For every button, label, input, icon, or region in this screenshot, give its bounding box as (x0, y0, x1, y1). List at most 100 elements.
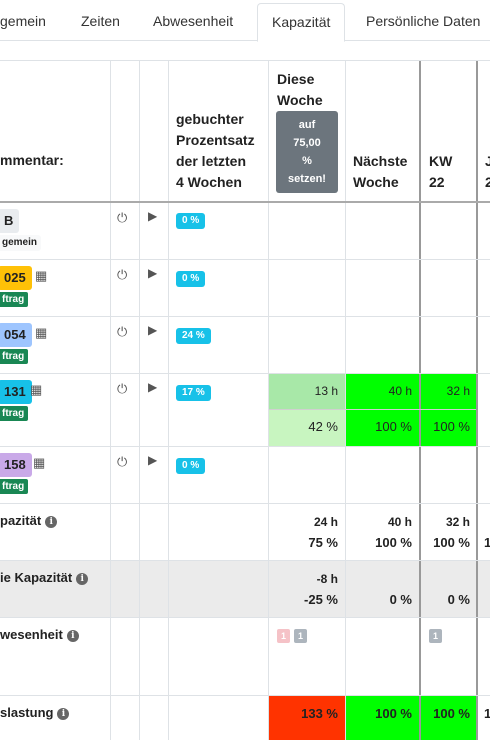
percent-value: 75 % (308, 535, 338, 550)
expand-arrow-icon[interactable]: ▶ (148, 453, 158, 467)
row-divider (0, 503, 490, 504)
hours-value: 40 h (388, 384, 412, 398)
project-type: ftrag (0, 349, 29, 364)
tab-kapazitaet[interactable]: Kapazität (257, 3, 346, 42)
row-divider (0, 446, 490, 447)
project-code: 158 (0, 453, 32, 477)
hours-value: 32 h (446, 384, 470, 398)
percent-value: 42 % (308, 419, 338, 434)
abwesenheit-label: wesenheit i (0, 627, 79, 642)
info-icon[interactable]: i (57, 708, 70, 720)
expand-arrow-icon[interactable]: ▶ (148, 266, 158, 280)
header-line: Prozentsatz (176, 132, 255, 148)
auslastung-label: slastung i (0, 705, 70, 720)
header-line: Nächste (353, 153, 408, 169)
percent-value: 0 % (389, 592, 412, 607)
cell-bg (346, 696, 419, 740)
header-line: 22 (429, 174, 445, 190)
percent-value: 100 % (375, 535, 412, 550)
freie-label-text: ie Kapazität (0, 570, 73, 585)
row-divider (0, 617, 490, 618)
power-icon[interactable]: ⏻ (117, 454, 128, 469)
percent-value: -25 % (304, 592, 338, 607)
power-icon[interactable]: ⏻ (117, 210, 128, 225)
col-divider (345, 60, 346, 740)
expand-arrow-icon[interactable]: ▶ (148, 380, 158, 394)
tab-allgemein[interactable]: gemein (0, 13, 46, 29)
power-icon[interactable]: ⏻ (117, 324, 128, 339)
percent-badge: 0 % (176, 213, 206, 229)
info-icon[interactable]: i (66, 630, 79, 642)
header-diese-woche: Diese Woche (277, 69, 323, 111)
col-divider (268, 60, 269, 740)
percent-value: 100 % (433, 419, 470, 434)
project-code: 054 (0, 323, 32, 347)
project-type: gemein (0, 235, 42, 251)
shade-freie (0, 560, 490, 617)
hours-value: 13 h (314, 384, 338, 398)
absence-badge: 1 (429, 629, 443, 643)
absence-badge: 1 (277, 629, 291, 643)
tab-bar: gemein Zeiten Abwesenheit Kapazität Pers… (0, 0, 490, 42)
expand-arrow-icon[interactable]: ▶ (148, 209, 158, 223)
percent-value: 100 % (433, 706, 470, 721)
calendar-icon[interactable]: ▦ (33, 455, 46, 470)
project-code: 025 (0, 266, 32, 290)
header-next-column: J 2 (485, 151, 490, 193)
header-prozentsatz: gebuchter Prozentsatz der letzten 4 Woch… (176, 109, 255, 193)
header-line: gebuchter (176, 111, 244, 127)
capacity-table: mmentar: gebuchter Prozentsatz der letzt… (0, 60, 490, 740)
button-line: % (302, 155, 312, 167)
calendar-icon[interactable]: ▦ (35, 325, 48, 340)
col-divider (139, 60, 140, 740)
tab-abwesenheit[interactable]: Abwesenheit (153, 13, 234, 29)
set-capacity-button[interactable]: auf 75,00 % setzen! (276, 111, 338, 193)
percent-value: 100 % (375, 419, 412, 434)
project-code: 131 (0, 380, 32, 404)
header-line: Diese (277, 71, 315, 87)
calendar-icon[interactable]: ▦ (35, 268, 48, 283)
header-line: Woche (353, 174, 399, 190)
abwesenheit-label-text: wesenheit (0, 627, 63, 642)
absence-badge: 1 (294, 629, 308, 643)
info-icon[interactable]: i (45, 516, 58, 528)
percent-value: 0 % (447, 592, 470, 607)
hours-value: 24 h (313, 515, 338, 529)
kapazitaet-label-text: pazität (0, 513, 42, 528)
row-divider (0, 60, 490, 61)
tab-zeiten[interactable]: Zeiten (81, 13, 120, 29)
power-icon[interactable]: ⏻ (117, 381, 128, 396)
cell-bg (421, 374, 476, 446)
row-divider (0, 560, 490, 561)
row-divider (269, 409, 476, 410)
percent-value: 100 % (375, 706, 412, 721)
cell-bg (269, 374, 345, 409)
header-kommentar: mmentar: (0, 152, 64, 168)
expand-arrow-icon[interactable]: ▶ (148, 323, 158, 337)
project-type: ftrag (0, 406, 29, 421)
header-line: 4 Wochen (176, 174, 242, 190)
power-icon[interactable]: ⏻ (117, 267, 128, 282)
kapazitaet-label: pazität i (0, 513, 58, 528)
col-divider (110, 60, 111, 740)
freie-kapazitaet-label: ie Kapazität i (0, 570, 89, 585)
percent-badge: 24 % (176, 328, 211, 344)
header-line: KW (429, 153, 453, 169)
info-icon[interactable]: i (76, 573, 89, 585)
hours-value: 32 h (445, 515, 470, 529)
button-line: 75,00 (293, 137, 321, 149)
header-line: der letzten (176, 153, 247, 169)
row-divider (0, 695, 490, 696)
cell-bg (421, 696, 476, 740)
percent-badge: 0 % (176, 271, 206, 287)
tab-persoenliche-daten[interactable]: Persönliche Daten (366, 13, 481, 29)
percent-badge: 17 % (176, 385, 211, 401)
cell-bg (269, 409, 345, 446)
project-type: ftrag (0, 479, 29, 494)
row-divider (0, 259, 490, 260)
calendar-icon[interactable]: ▦ (30, 382, 43, 397)
header-kw22: KW 22 (429, 151, 452, 193)
header-naechste-woche: Nächste Woche (353, 151, 407, 193)
header-line: J (485, 153, 490, 169)
cell-bg (269, 696, 345, 740)
